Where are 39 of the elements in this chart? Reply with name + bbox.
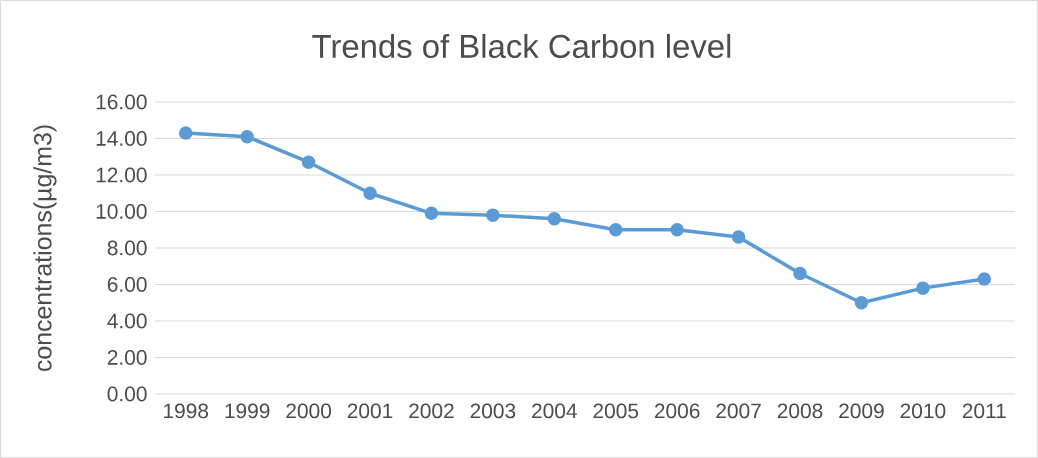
point [670, 222, 684, 237]
x-tick-label: 2004 [532, 403, 577, 419]
point [240, 129, 254, 144]
x-tick-label: 2006 [654, 403, 700, 419]
point [424, 206, 439, 221]
y-tick-label: 14.00 [96, 131, 147, 146]
point [793, 266, 807, 281]
point [608, 222, 623, 237]
x-tick-label: 2008 [777, 403, 823, 419]
y-tick-label: 4.00 [107, 313, 147, 329]
y-tick-label: 0.00 [107, 386, 147, 402]
x-tick-label: 2005 [593, 403, 639, 419]
x-tick-label: 2009 [839, 403, 884, 419]
x-tick-label: 2011 [962, 403, 1006, 419]
point [547, 212, 562, 226]
chart-title: Trends of Black Carbon level [312, 33, 731, 59]
point [916, 281, 930, 295]
point [178, 126, 193, 140]
y-tick-label: 6.00 [107, 277, 147, 292]
y-tick-label: 12.00 [96, 167, 147, 183]
y-tick-label: 16.00 [96, 94, 147, 110]
x-tick-label: 1999 [225, 403, 270, 419]
x-tick-label: 2007 [716, 403, 761, 419]
x-tick-label: 2010 [900, 403, 946, 419]
x-tick-label: 2003 [470, 403, 516, 419]
point [977, 272, 992, 286]
y-axis-title: concentrations(µg/m3) [33, 125, 57, 372]
x-tick-label: 2001 [347, 403, 393, 419]
x-tick-label: 1998 [164, 403, 209, 419]
point [731, 230, 746, 244]
x-tick-label: 2002 [409, 403, 454, 419]
point [301, 155, 316, 169]
x-tick-label: 2000 [286, 403, 332, 419]
y-tick-label: 8.00 [107, 240, 147, 256]
y-tick-label: 10.00 [96, 204, 147, 219]
point [363, 186, 377, 200]
y-tick-label: 2.00 [107, 350, 147, 365]
point [486, 208, 500, 222]
point [854, 295, 869, 310]
